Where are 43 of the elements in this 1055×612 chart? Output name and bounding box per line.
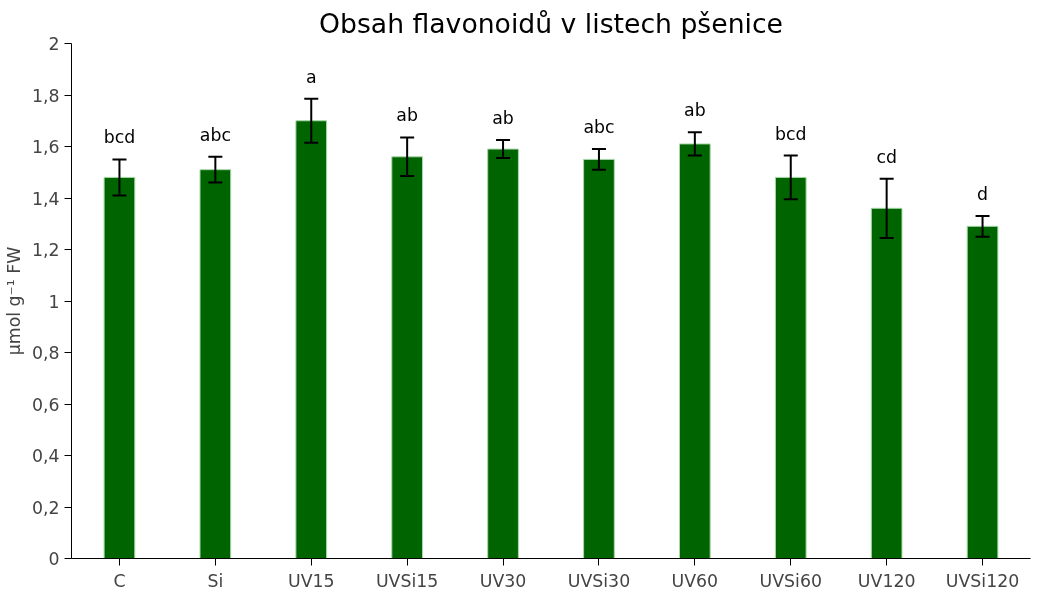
y-tick-label: 0 bbox=[48, 549, 60, 569]
annotation: a bbox=[305, 66, 317, 87]
bar bbox=[583, 158, 615, 559]
annotation: abc bbox=[199, 124, 231, 145]
bar bbox=[487, 148, 519, 559]
annotation: ab bbox=[396, 105, 418, 126]
annotation: bcd bbox=[774, 123, 807, 144]
bar bbox=[966, 225, 999, 559]
x-tick-label: UVSi120 bbox=[945, 570, 1020, 591]
x-tick-label: UV15 bbox=[287, 570, 335, 591]
x-tick-label: UV120 bbox=[857, 570, 916, 591]
y-tick-label: 1,8 bbox=[31, 85, 60, 106]
annotation: ab bbox=[684, 100, 706, 121]
y-tick-label: 1,2 bbox=[31, 240, 60, 260]
y-tick-label: 0,6 bbox=[31, 394, 60, 415]
chart-title: Obsah flavonoidů v listech pšenice bbox=[319, 7, 784, 39]
y-tick-label: 0,2 bbox=[31, 497, 60, 518]
annotation: abc bbox=[583, 117, 615, 138]
x-tick-label: C bbox=[113, 570, 126, 591]
y-tick-label: 2 bbox=[48, 34, 60, 54]
y-axis-title: µmol g⁻¹ FW bbox=[3, 246, 24, 356]
bar bbox=[295, 120, 328, 559]
x-tick-label: Si bbox=[207, 570, 224, 591]
bar bbox=[774, 176, 807, 559]
bar bbox=[679, 143, 711, 559]
y-tick-label: 1 bbox=[48, 291, 60, 312]
x-tick-label: UVSi60 bbox=[759, 570, 822, 591]
x-tick-label: UV30 bbox=[479, 570, 527, 591]
y-tick-label: 0,8 bbox=[31, 343, 60, 363]
x-tick-label: UV60 bbox=[671, 570, 719, 591]
bar bbox=[870, 207, 903, 559]
annotation: bcd bbox=[103, 127, 136, 148]
x-tick-label: UVSi15 bbox=[375, 570, 439, 591]
bar bbox=[199, 169, 232, 559]
y-tick-label: 0,4 bbox=[31, 446, 60, 466]
y-tick-label: 1,4 bbox=[31, 188, 60, 209]
annotation: d bbox=[977, 184, 989, 205]
bar bbox=[103, 176, 136, 559]
y-tick-label: 1,6 bbox=[31, 137, 60, 157]
x-tick-label: UVSi30 bbox=[567, 570, 631, 591]
annotation: cd bbox=[876, 146, 897, 167]
annotation: ab bbox=[492, 108, 514, 129]
bar bbox=[391, 156, 423, 559]
